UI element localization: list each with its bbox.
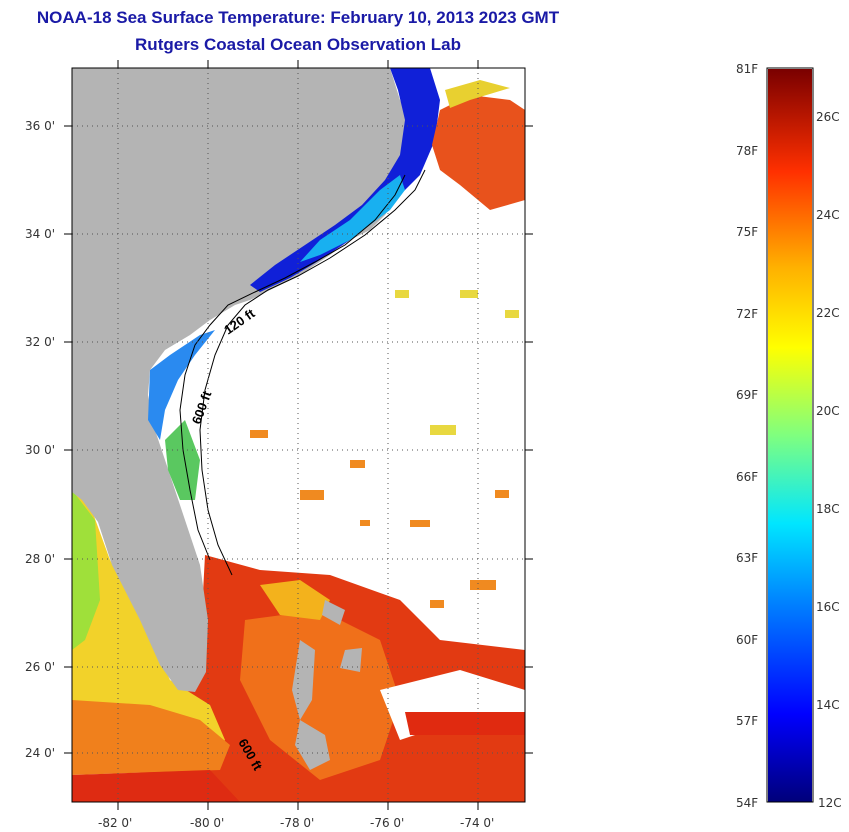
sst-gulf-green	[72, 490, 100, 650]
cb-f-75: 75F	[736, 225, 759, 239]
lat-label-36: 36 0'	[25, 119, 56, 133]
sst-offshore-speckles	[250, 430, 509, 608]
lon-label-74: -74 0'	[460, 816, 495, 830]
map-subtitle: Rutgers Coastal Ocean Observation Lab	[135, 35, 461, 54]
contour-600ft	[199, 169, 426, 576]
sst-offshore-yellow	[395, 290, 519, 435]
land-bahamas-3	[322, 600, 345, 625]
cb-c-16: 16C	[816, 600, 840, 614]
cb-f-81: 81F	[736, 62, 759, 76]
lat-label-32: 32 0'	[25, 335, 56, 349]
sst-south-red-band	[405, 712, 525, 735]
cb-c-18: 18C	[816, 502, 840, 516]
cb-f-60: 60F	[736, 633, 759, 647]
cb-c-24: 24C	[816, 208, 840, 222]
lat-label-34: 34 0'	[25, 227, 56, 241]
lat-label-28: 28 0'	[25, 552, 56, 566]
sst-ga-coast	[148, 330, 215, 440]
map-title: NOAA-18 Sea Surface Temperature: Februar…	[36, 8, 560, 27]
cb-f-69: 69F	[736, 388, 759, 402]
cb-f-54: 54F	[736, 796, 759, 810]
land-bahamas-2	[295, 720, 330, 770]
sst-hatteras-warm	[432, 95, 525, 210]
cb-f-78: 78F	[736, 144, 759, 158]
grid-lines	[72, 68, 525, 802]
sst-gulf-orange	[72, 700, 230, 775]
cb-f-63: 63F	[736, 551, 759, 565]
lon-label-76: -76 0'	[370, 816, 405, 830]
sst-ga-green	[165, 420, 200, 500]
cb-f-57: 57F	[736, 714, 759, 728]
contour-120ft	[179, 174, 406, 561]
cb-f-66: 66F	[736, 470, 759, 484]
lon-label-80: -80 0'	[190, 816, 225, 830]
land-bahamas-1	[292, 640, 315, 720]
cb-c-22: 22C	[816, 306, 840, 320]
colorbar-gradient	[768, 69, 812, 802]
sst-bank-yellow	[260, 580, 330, 620]
lon-label-78: -78 0'	[280, 816, 315, 830]
sst-gulf-red	[72, 770, 240, 802]
cb-c-12: 12C	[818, 796, 842, 810]
sst-cyan-coast	[300, 175, 405, 262]
axis-ticks	[64, 60, 533, 810]
cb-c-14: 14C	[816, 698, 840, 712]
lat-label-24: 24 0'	[25, 746, 56, 760]
land-bahamas-4	[340, 648, 362, 672]
lat-label-30: 30 0'	[25, 443, 56, 457]
cb-c-20: 20C	[816, 404, 840, 418]
colorbar-frame	[766, 67, 814, 803]
lat-label-26: 26 0'	[25, 660, 56, 674]
cb-c-26: 26C	[816, 110, 840, 124]
sst-gulf-west	[72, 490, 225, 760]
land-florida	[72, 68, 420, 692]
lon-label-82: -82 0'	[98, 816, 133, 830]
cb-f-72: 72F	[736, 307, 759, 321]
